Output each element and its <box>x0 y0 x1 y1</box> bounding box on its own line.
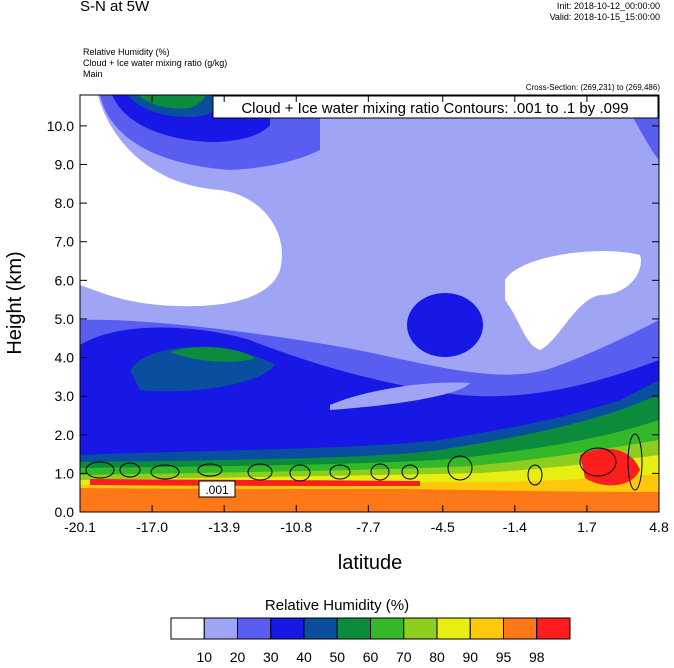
cloud-contour <box>401 464 419 480</box>
x-tick-label: -13.9 <box>208 519 240 535</box>
x-tick-label: -17.0 <box>136 519 168 535</box>
cloud-contour <box>370 463 390 481</box>
plot-title: S-N at 5W <box>80 0 150 15</box>
colorbar-box <box>203 617 238 640</box>
colorbar-box <box>469 617 504 640</box>
y-tick-label: 3.0 <box>55 388 75 404</box>
plot-frame <box>79 94 660 513</box>
colorbar-label: 95 <box>496 649 512 665</box>
x-tick-label: -4.5 <box>431 519 455 535</box>
valid-time: Valid: 2018-10-15_15:00:00 <box>549 12 660 22</box>
x-axis-label: latitude <box>338 552 403 574</box>
rh-region-98-low <box>80 488 659 512</box>
colorbar-box <box>303 617 338 640</box>
cloud-contour <box>197 463 223 477</box>
cloud-contour <box>150 464 180 480</box>
x-tick-label: 1.7 <box>577 519 597 535</box>
field-info: Relative Humidity (%) Cloud + Ice water … <box>83 47 227 80</box>
colorbar-label: 90 <box>462 649 478 665</box>
colorbar-label: 80 <box>429 649 445 665</box>
colorbar-box <box>403 617 438 640</box>
cloud-contour <box>247 463 273 481</box>
cloud-contour <box>627 433 643 491</box>
rh-region-98-core <box>90 479 420 486</box>
colorbar-label: 10 <box>196 649 212 665</box>
colorbar-label: 20 <box>230 649 246 665</box>
cloud-contour <box>527 464 543 486</box>
cloud-contour <box>579 447 617 477</box>
x-tick-label: -10.8 <box>280 519 312 535</box>
colorbar-title: Relative Humidity (%) <box>264 597 410 614</box>
y-tick-label: 6.0 <box>55 272 75 288</box>
y-tick-label: 1.0 <box>55 465 75 481</box>
y-tick-label: 0.0 <box>55 504 75 520</box>
x-tick-label: -7.7 <box>356 519 380 535</box>
colorbar-label: 30 <box>263 649 279 665</box>
colorbar-label: 50 <box>329 649 345 665</box>
rh-region-20-slot <box>330 382 470 410</box>
colorbar-box <box>336 617 371 640</box>
colorbar-box <box>536 617 571 640</box>
time-info: Init: 2018-10-12_00:00:00 Valid: 2018-10… <box>550 1 660 23</box>
colorbar-label: 70 <box>396 649 412 665</box>
contour-info-label: Cloud + Ice water mixing ratio Contours:… <box>241 100 628 117</box>
field-line-qcloud: Cloud + Ice water mixing ratio (g/kg) <box>83 58 228 68</box>
rh-blob-40 <box>407 293 483 357</box>
cloud-contours <box>85 433 643 491</box>
cloud-contour <box>85 461 115 479</box>
y-tick-label: 10.0 <box>47 118 74 134</box>
y-tick-label: 5.0 <box>55 311 75 327</box>
rh-region-60-mid <box>170 346 255 362</box>
colorbar-box <box>436 617 471 640</box>
x-tick-label: -1.4 <box>503 519 527 535</box>
contour-value-box <box>198 480 236 498</box>
y-tick-label: 9.0 <box>55 157 75 173</box>
y-tick-label: 2.0 <box>55 427 75 443</box>
cloud-contour <box>329 464 351 480</box>
colorbar-box <box>237 617 272 640</box>
field-line-main: Main <box>83 69 103 79</box>
rh-region-10-right <box>505 251 641 350</box>
colorbar-box <box>270 617 305 640</box>
colorbar-label: 40 <box>296 649 312 665</box>
colorbar-box <box>503 617 538 640</box>
cross-section-label: Cross-Section: (269,231) to (269,486) <box>525 83 660 92</box>
cloud-contour <box>289 464 311 482</box>
x-tick-label: 4.8 <box>649 519 669 535</box>
colorbar-label: 60 <box>363 649 379 665</box>
colorbar-label: 98 <box>529 649 545 665</box>
y-axis-label: Height (km) <box>4 251 26 354</box>
contour-info-box <box>212 95 659 119</box>
cloud-contour <box>119 462 141 478</box>
cloud-contour <box>447 455 473 481</box>
x-tick-label: -20.1 <box>64 519 96 535</box>
axes: -20.1 -17.0 -13.9 -10.8 -7.7 -4.5 -1.4 1.7 4.8 0.… <box>47 95 669 535</box>
y-tick-label: 7.0 <box>55 234 75 250</box>
field-line-rh: Relative Humidity (%) <box>83 47 170 57</box>
contour-value-label: .001 <box>205 483 229 497</box>
y-tick-label: 8.0 <box>55 195 75 211</box>
rh-region-10-upper <box>80 95 282 307</box>
rh-region-60-top <box>138 95 206 109</box>
colorbar-box <box>370 617 405 640</box>
colorbar: 10 20 30 40 50 60 70 80 90 95 98 <box>170 617 571 665</box>
colorbar-box <box>170 617 205 640</box>
rh-filled-contours <box>80 95 659 512</box>
init-time: Init: 2018-10-12_00:00:00 <box>556 1 660 11</box>
y-tick-label: 4.0 <box>55 350 75 366</box>
